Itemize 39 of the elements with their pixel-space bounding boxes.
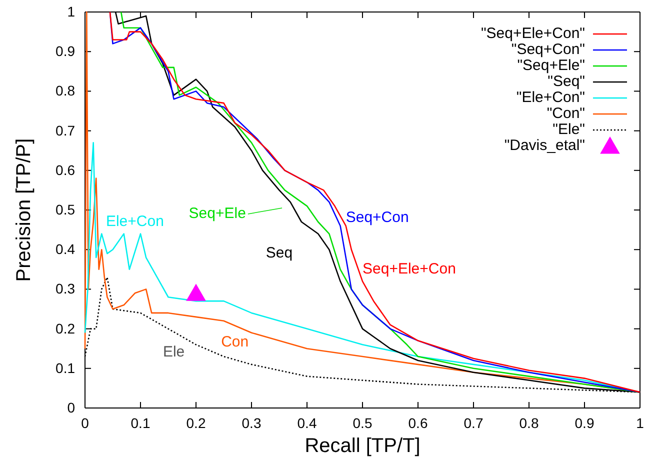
x-tick-label: 0.4 (297, 414, 317, 431)
x-tick-label: 0.8 (519, 414, 539, 431)
y-tick-label: 0.1 (56, 360, 76, 376)
x-tick-label: 0.6 (408, 414, 428, 431)
annotation: Seq+Ele (188, 204, 246, 222)
y-tick-label: 0.2 (56, 320, 76, 336)
legend-label: "Ele" (552, 120, 585, 138)
annotation: Ele+Con (106, 212, 164, 230)
y-tick-label: 0.4 (56, 241, 76, 258)
annotation: Ele (162, 344, 185, 361)
legend-label: "Con" (546, 104, 585, 122)
annotation: Con (221, 334, 249, 351)
legend-label: "Ele+Con" (516, 88, 585, 106)
y-tick-label: 0.7 (56, 122, 76, 138)
x-axis-title: Recall [TP/T] (304, 435, 420, 457)
y-tick-label: 1 (67, 3, 76, 20)
legend-label: "Seq+Con" (511, 40, 585, 58)
y-axis-title: Precision [TP/P] (13, 138, 35, 282)
x-tick-label: 0.1 (130, 414, 150, 431)
x-tick-label: 0.9 (574, 414, 594, 431)
annotation: Seq+Ele+Con (362, 260, 456, 278)
annotation: Seq (266, 244, 293, 262)
x-tick-label: 0.2 (186, 414, 206, 431)
legend-label: "Seq" (548, 72, 585, 90)
y-tick-label: 0.9 (56, 43, 76, 60)
y-tick-label: 0.8 (56, 82, 76, 99)
y-tick-label: 0.3 (56, 280, 76, 297)
legend-label: "Seq+Ele+Con" (480, 24, 585, 42)
x-tick-label: 0.5 (352, 414, 372, 431)
x-tick-label: 1 (636, 414, 644, 431)
legend-label: "Davis_etal" (504, 136, 585, 154)
y-tick-label: 0 (67, 399, 76, 416)
y-tick-label: 0.5 (56, 201, 76, 218)
x-tick-label: 0 (81, 414, 90, 431)
legend-label: "Seq+Ele" (517, 56, 585, 74)
annotation: Seq+Con (346, 208, 409, 226)
x-tick-label: 0.3 (242, 414, 262, 431)
x-tick-label: 0.7 (464, 414, 484, 431)
y-tick-label: 0.6 (56, 162, 76, 178)
